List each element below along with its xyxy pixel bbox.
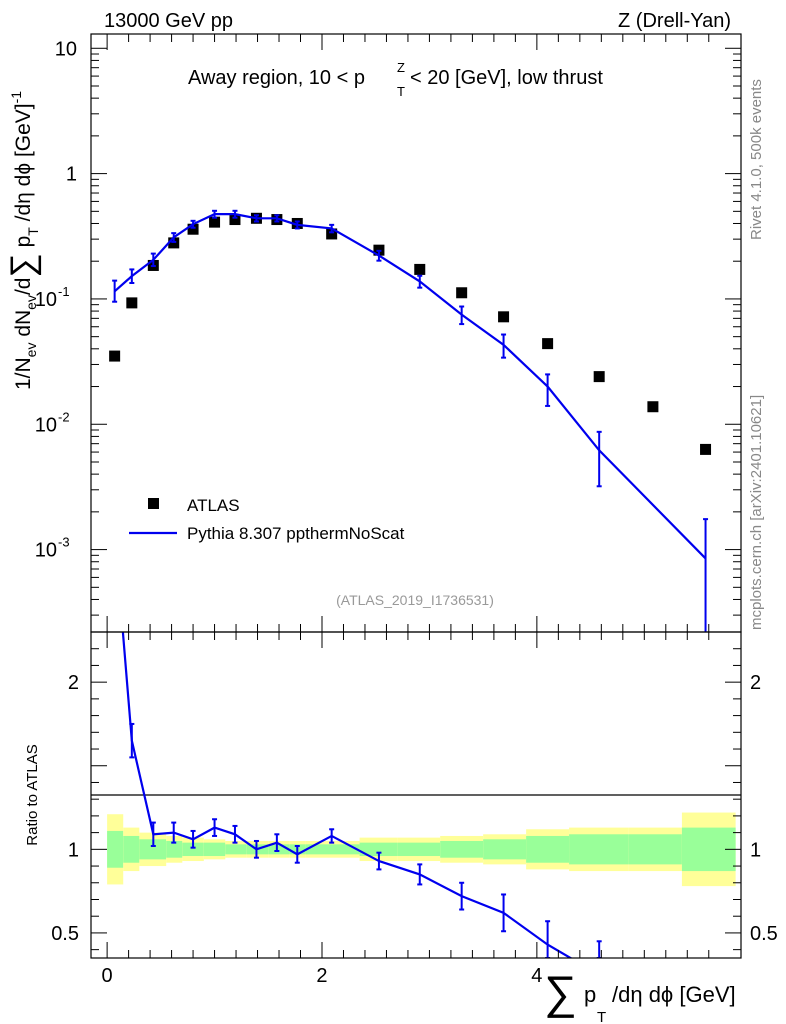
pythia-mc-series: [112, 209, 709, 632]
y-axis-label: 1/Nev dNev/d∑ pT /dη dϕ [GeV]-1: [4, 91, 42, 390]
ratio-inner-band: [107, 830, 124, 868]
ratio-inner-band: [483, 839, 527, 860]
x-axis-label-sum: ∑: [544, 966, 577, 1018]
plot-title-superscript: Z: [397, 60, 405, 75]
y-tick-label-base: 10: [35, 540, 57, 562]
ratio-inner-band: [225, 844, 247, 855]
ratio-mc-series: [121, 632, 602, 958]
ratio-plot-panel: 0.5 0.5 1 1 2 2 Ratio to ATLAS: [24, 631, 778, 959]
beam-label: 13000 GeV pp: [104, 10, 233, 32]
y-tick-label: 1: [66, 164, 77, 186]
ratio-inner-band: [359, 842, 398, 857]
ratio-uncertainty-bands: [107, 812, 736, 887]
atlas-data-series: [109, 212, 712, 455]
y-tick-label-exponent: -3: [58, 535, 70, 550]
atlas-data-point: [700, 443, 712, 455]
ratio-y-tick-labels: 0.5 0.5 1 1 2 2: [51, 672, 778, 945]
plot-title-subscript: T: [397, 84, 405, 99]
atlas-data-point: [542, 338, 554, 350]
ratio-inner-band: [397, 842, 441, 857]
analysis-id-label: (ATLAS_2019_I1736531): [336, 592, 494, 608]
mcplots-side-label: mcplots.cern.ch [arXiv:2401.10621]: [748, 395, 765, 630]
atlas-data-point: [593, 371, 605, 383]
ratio-inner-band: [139, 839, 167, 860]
y-tick-label-exponent: -2: [58, 409, 70, 424]
ratio-y-tick-label-left: 2: [68, 672, 79, 694]
ratio-inner-band: [569, 834, 629, 865]
ratio-inner-band: [526, 835, 570, 863]
y-tick-label-exponent: -1: [58, 284, 70, 299]
ratio-inner-band: [628, 834, 682, 865]
atlas-data-point: [498, 311, 510, 323]
legend-atlas-label: ATLAS: [187, 496, 240, 515]
atlas-data-point: [126, 297, 138, 309]
pythia-line: [113, 213, 707, 560]
ratio-y-tick-label-left: 1: [68, 839, 79, 861]
plot-title-rest: < 20 [GeV], low thrust: [410, 67, 603, 89]
atlas-data-point: [209, 216, 221, 228]
ratio-inner-band: [123, 835, 140, 863]
ratio-inner-band: [440, 840, 484, 858]
x-axis-label-subscript: T: [597, 1009, 606, 1024]
legend-atlas-marker: [148, 498, 159, 509]
y-tick-label: 10: [55, 38, 77, 60]
y-tick-label-base: 10: [35, 289, 57, 311]
plot-title: Away region, 10 < p: [188, 67, 365, 89]
legend-pythia-label: Pythia 8.307 ppthermNoScat: [187, 524, 405, 543]
ratio-inner-band: [182, 842, 204, 857]
ratio-inner-band: [305, 844, 360, 855]
atlas-data-point: [456, 287, 468, 299]
legend: ATLAS Pythia 8.307 ppthermNoScat: [129, 496, 405, 543]
x-tick-label: 4: [531, 965, 542, 987]
atlas-data-point: [187, 223, 199, 235]
x-axis-label-p: p: [584, 982, 596, 1007]
ratio-inner-band: [166, 840, 183, 858]
x-axis-label: ∑ p T /dη dϕ [GeV]: [544, 966, 736, 1024]
y-tick-label-base: 10: [35, 414, 57, 436]
ratio-y-tick-label-right: 2: [750, 672, 761, 694]
ratio-y-tick-label-right: 0.5: [750, 923, 778, 945]
ratio-inner-band: [268, 844, 290, 855]
x-axis-label-rest: /dη dϕ [GeV]: [612, 982, 736, 1007]
x-tick-labels: 0 2 4: [102, 965, 543, 987]
ratio-axis-ticks: [91, 632, 741, 958]
atlas-data-point: [414, 263, 426, 275]
atlas-data-point: [109, 350, 121, 362]
ratio-y-tick-label-right: 1: [750, 839, 761, 861]
ratio-y-axis-label: Ratio to ATLAS: [24, 744, 41, 845]
process-label: Z (Drell-Yan): [618, 10, 731, 32]
x-tick-label: 0: [102, 965, 113, 987]
atlas-data-point: [229, 214, 241, 226]
x-tick-label: 2: [316, 965, 327, 987]
atlas-data-point: [647, 401, 659, 413]
atlas-data-point: [326, 228, 338, 240]
ratio-inner-band: [203, 842, 226, 857]
main-axis-ticks: [91, 34, 741, 632]
rivet-side-label: Rivet 4.1.0, 500k events: [748, 79, 765, 240]
ratio-y-tick-label-left: 0.5: [51, 923, 79, 945]
ratio-plot-frame: [90, 631, 742, 959]
